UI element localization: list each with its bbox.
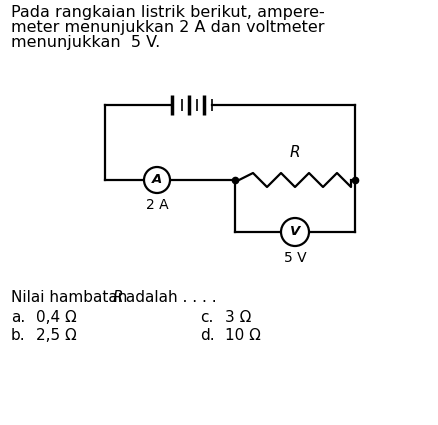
Text: Nilai hambatan: Nilai hambatan (11, 290, 132, 305)
Text: meter menunjukkan 2 A dan voltmeter: meter menunjukkan 2 A dan voltmeter (11, 20, 324, 35)
Text: 2,5 Ω: 2,5 Ω (36, 328, 77, 343)
Text: menunjukkan  5 V.: menunjukkan 5 V. (11, 35, 160, 50)
Text: Pada rangkaian listrik berikut, ampere-: Pada rangkaian listrik berikut, ampere- (11, 5, 324, 20)
Text: 10 Ω: 10 Ω (225, 328, 260, 343)
Text: R: R (289, 145, 300, 160)
Text: A: A (152, 173, 162, 186)
Text: c.: c. (200, 310, 213, 325)
Text: b.: b. (11, 328, 25, 343)
Circle shape (280, 218, 308, 246)
Text: 0,4 Ω: 0,4 Ω (36, 310, 77, 325)
Text: 5 V: 5 V (283, 251, 306, 265)
Text: 2 A: 2 A (145, 198, 168, 212)
Text: V: V (289, 225, 300, 238)
Text: a.: a. (11, 310, 25, 325)
Text: adalah . . . .: adalah . . . . (121, 290, 216, 305)
Circle shape (144, 167, 170, 193)
Text: R: R (113, 290, 124, 305)
Text: d.: d. (200, 328, 214, 343)
Text: 3 Ω: 3 Ω (225, 310, 251, 325)
